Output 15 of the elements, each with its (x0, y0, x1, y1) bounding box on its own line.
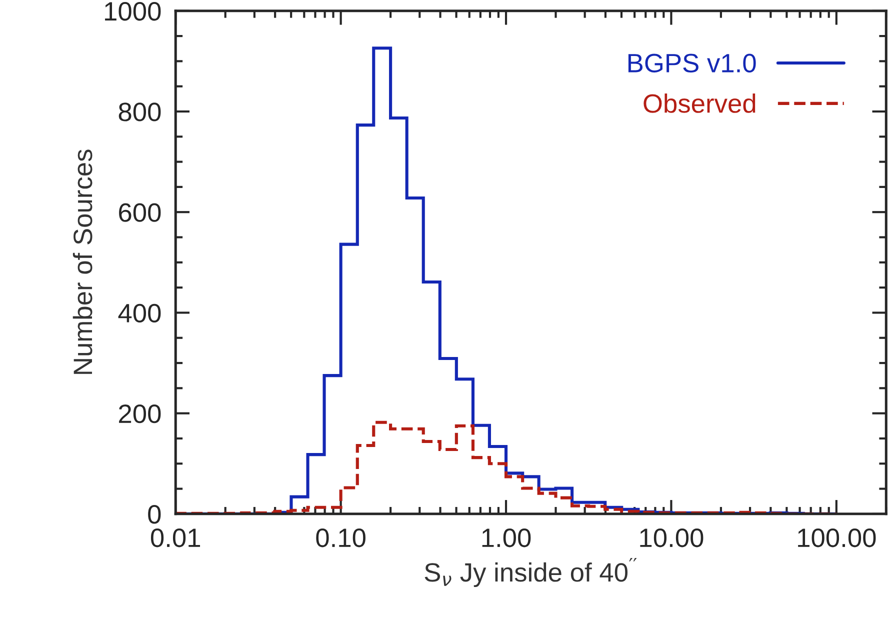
x-tick-label: 0.10 (316, 528, 366, 548)
y-tick-label: 0 (148, 505, 161, 524)
y-tick-label: 600 (119, 203, 161, 222)
x-axis-title: S$_{ν}$ Jy inside of 40$^{′′}$ (424, 558, 637, 588)
y-tick-label: 800 (118, 102, 161, 122)
y-axis-title: Number of Sources (72, 150, 92, 374)
legend-label: Observed (644, 94, 756, 113)
x-tick-label: 0.01 (150, 528, 200, 548)
x-tick-label: 100.00 (798, 528, 876, 548)
legend-label: BGPS v1.0 (628, 54, 756, 72)
y-tick-label: 200 (119, 404, 161, 424)
x-tick-label: 1.00 (482, 528, 531, 548)
y-tick-label: 400 (118, 304, 161, 323)
x-tick-label: 10.00 (640, 528, 704, 548)
y-tick-label: 1000 (105, 2, 161, 21)
